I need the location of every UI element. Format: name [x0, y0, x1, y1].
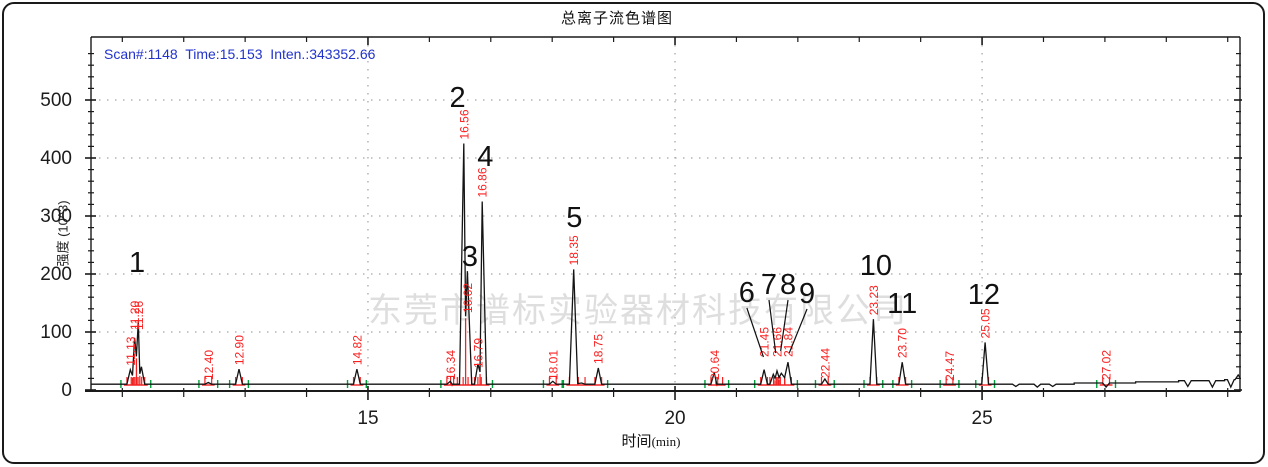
peak-number: 1 — [129, 247, 145, 279]
peak-number: 11 — [887, 288, 917, 320]
signal-trace — [91, 143, 1241, 389]
grid-lines — [91, 37, 1240, 391]
rt-label: 25.05 — [979, 308, 993, 338]
rt-label: 12.40 — [202, 350, 216, 380]
y-tick-label: 300 — [40, 206, 72, 227]
rt-label: 27.02 — [1100, 350, 1114, 380]
watermark: 东莞市谱标实验器材科技有限公司 — [368, 292, 908, 330]
rt-label: 20.64 — [708, 350, 722, 380]
y-tick-label: 100 — [40, 322, 72, 343]
x-tick-label: 25 — [972, 408, 993, 429]
peak-number: 9 — [799, 278, 815, 310]
watermark-text: 东莞市谱标实验器材科技有限公司 — [368, 292, 908, 330]
x-tick-label: 20 — [664, 408, 685, 429]
rt-label: 11.13 — [124, 336, 138, 365]
x-axis-label-text: 时间 — [621, 433, 652, 450]
rt-label: 16.34 — [444, 350, 458, 380]
y-tick-label: 200 — [40, 264, 72, 285]
tic-trace — [91, 143, 1241, 389]
x-axis-label-unit: (min) — [651, 434, 681, 449]
rt-label: 22.44 — [818, 348, 832, 378]
peak-number: 5 — [566, 202, 582, 234]
rt-label: 16.56 — [457, 109, 471, 139]
rt-label: 11.26 — [132, 301, 146, 330]
scan-info-text: Scan#:1148 Time:15.153 Inten.:343352.66 — [104, 46, 376, 62]
rt-label: 16.62 — [461, 283, 475, 313]
rt-label: 23.70 — [896, 328, 910, 358]
rt-label: 18.01 — [546, 350, 560, 380]
rt-label: 18.75 — [592, 334, 606, 364]
rt-label: 11.20 — [128, 301, 142, 330]
y-tick-label: 500 — [40, 90, 72, 111]
peak-number: 12 — [968, 279, 1000, 311]
x-axis-label: 时间(min) — [622, 430, 681, 451]
peak-number: 4 — [477, 141, 493, 173]
peak-number: 6 — [739, 277, 755, 309]
rt-label: 14.82 — [350, 335, 364, 365]
rt-label: 16.86 — [476, 167, 490, 197]
y-tick-label: 0 — [61, 380, 72, 401]
peak-number: 2 — [450, 82, 466, 114]
peak-number: 7 — [761, 269, 777, 301]
y-tick-label: 400 — [40, 148, 72, 169]
rt-label: 16.79 — [471, 338, 485, 368]
rt-label: 24.47 — [943, 351, 957, 381]
chart-title: 总离子流色谱图 — [560, 10, 674, 27]
rt-label: 21.45 — [758, 327, 772, 357]
rt-label: 21.84 — [782, 327, 796, 357]
rt-label: 12.90 — [233, 335, 247, 365]
x-tick-label: 15 — [357, 408, 378, 429]
peak-number: 3 — [462, 241, 478, 273]
rt-label: 18.35 — [567, 235, 581, 265]
peak-number: 8 — [780, 269, 796, 301]
rt-label: 23.23 — [867, 285, 881, 315]
peak-number: 10 — [860, 250, 892, 282]
